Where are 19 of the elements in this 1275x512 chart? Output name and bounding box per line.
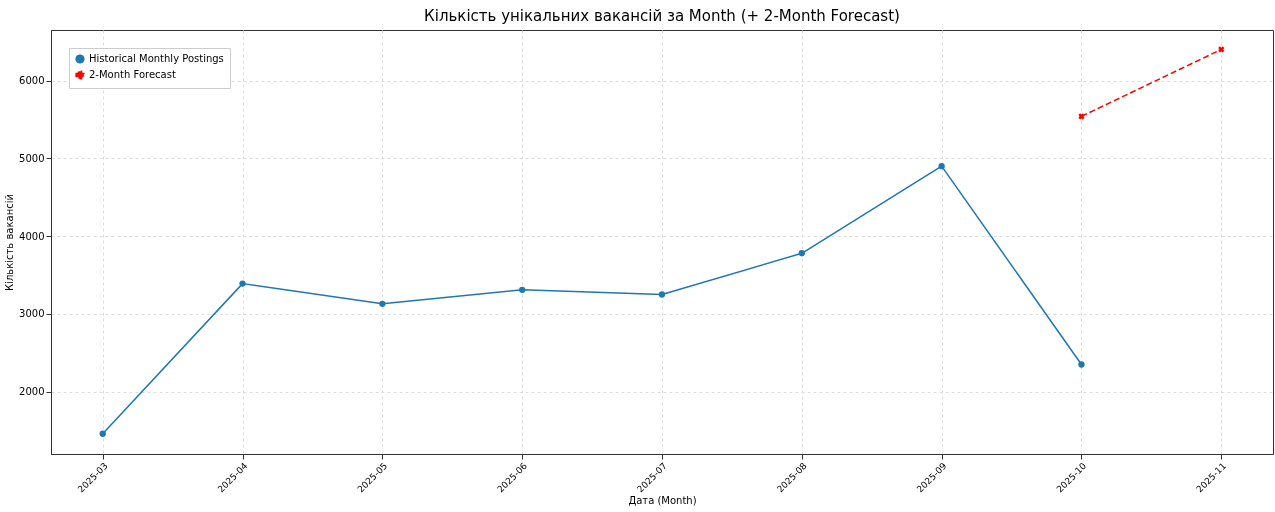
y-tick-label: 6000 — [19, 75, 45, 87]
y-tick-label: 4000 — [19, 230, 45, 242]
point — [99, 430, 106, 437]
y-tick-label: 3000 — [19, 308, 45, 320]
point — [658, 291, 666, 298]
y-axis-title: Кількість вакансій — [4, 194, 16, 291]
legend-label: 2-Month Forecast — [89, 69, 176, 80]
y-tick-label: 2000 — [19, 386, 45, 398]
point — [379, 300, 386, 308]
point — [1078, 361, 1085, 368]
point — [1218, 46, 1225, 53]
point — [798, 250, 805, 257]
point — [519, 286, 526, 293]
legend-label: Historical Monthly Postings — [89, 53, 224, 64]
point — [239, 280, 246, 287]
chart-title: Кількість унікальних вакансій за Month (+ 2-Month Forecast) — [424, 7, 900, 25]
point — [938, 162, 945, 170]
y-tick-label: 5000 — [19, 152, 45, 164]
x-axis-title: Дата (Month) — [628, 495, 697, 507]
